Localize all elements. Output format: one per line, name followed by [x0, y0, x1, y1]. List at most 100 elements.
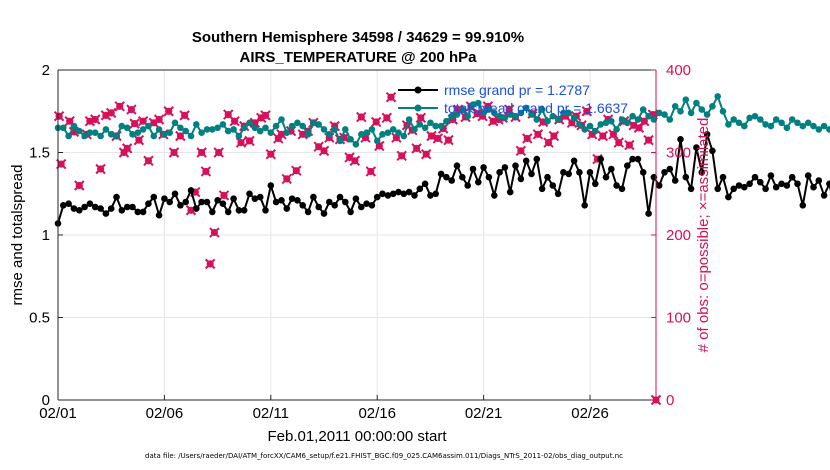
rmse-point: [533, 155, 541, 163]
obs-count-point: [415, 112, 427, 124]
totalspread-point: [618, 116, 626, 123]
rmse-point: [554, 190, 562, 198]
rmse-point: [198, 198, 205, 206]
rmse-point: [331, 202, 339, 209]
obs-count-point: [532, 129, 544, 140]
rmse-point: [182, 198, 189, 206]
rmse-point: [373, 193, 381, 201]
rmse-point: [826, 180, 830, 188]
rmse-point: [682, 173, 690, 181]
totalspread-point: [554, 116, 562, 123]
obs-count-point: [356, 111, 367, 123]
totalspread-point: [820, 122, 828, 130]
rmse-point: [698, 169, 706, 176]
totalspread-point: [629, 112, 636, 120]
totalspread-point: [331, 126, 339, 133]
rmse-point: [155, 211, 163, 219]
obs-count-point: [53, 110, 65, 122]
rmse-point: [661, 169, 668, 176]
rmse-point: [262, 207, 269, 214]
totalspread-point: [368, 126, 376, 133]
totalspread-point: [528, 111, 535, 118]
y-tick-label-left: 2: [42, 62, 50, 79]
obs-count-point: [74, 180, 85, 191]
totalspread-point: [443, 117, 450, 125]
obs-count-point: [396, 150, 407, 162]
y-tick-label-left: 0: [42, 392, 50, 409]
totalspread-point: [687, 109, 695, 117]
x-tick-label: 02/01: [39, 405, 77, 422]
totalspread-point: [230, 126, 237, 133]
rmse-point: [209, 208, 216, 216]
rmse-point: [666, 165, 674, 173]
totalspread-point: [235, 132, 243, 140]
rmse-point: [177, 202, 184, 209]
totalspread-point: [134, 129, 142, 136]
obs-count-point: [639, 115, 650, 127]
rmse-point: [528, 170, 535, 178]
rmse-point: [475, 178, 482, 186]
obs-count-point: [229, 115, 240, 127]
totalspread-point: [256, 127, 264, 135]
rmse-point: [107, 205, 115, 212]
obs-count-point: [420, 148, 432, 160]
obs-count-point: [209, 227, 220, 238]
footer-data-file: data file: /Users/raeder/DAI/ATM_forcXX/…: [145, 452, 623, 460]
obs-count-point: [365, 166, 377, 177]
totalspread-point: [538, 106, 546, 113]
rmse-point: [693, 144, 700, 151]
y-tick-label-right: 0: [666, 392, 674, 409]
rmse-point: [432, 190, 440, 198]
totalspread-point: [384, 129, 392, 136]
rmse-point: [496, 169, 503, 176]
totalspread-point: [613, 126, 620, 133]
totalspread-point: [166, 129, 173, 136]
rmse-point: [544, 173, 551, 181]
rmse-point: [288, 195, 296, 202]
rmse-point: [129, 203, 136, 211]
rmse-point: [655, 182, 663, 189]
rmse-point: [751, 173, 759, 181]
rmse-point: [485, 173, 493, 181]
totalspread-point: [81, 132, 88, 140]
obs-count-point: [643, 134, 654, 146]
rmse-point: [363, 200, 370, 207]
rmse-point: [565, 170, 572, 178]
rmse-point: [230, 195, 237, 202]
obs-count-point: [218, 190, 230, 201]
series-totalspread: [54, 93, 830, 148]
totalspread-point: [129, 131, 136, 138]
rmse-point: [60, 202, 67, 209]
rmse-point: [123, 203, 131, 211]
totalspread-point: [544, 117, 551, 125]
rmse-point: [65, 200, 72, 207]
legend-spread-marker: [414, 104, 422, 112]
rmse-point: [224, 208, 232, 216]
totalspread-point: [506, 111, 514, 118]
totalspread-point: [661, 111, 668, 118]
rmse-point: [453, 162, 461, 169]
rmse-point: [315, 203, 323, 211]
rmse-point: [815, 177, 823, 184]
totalspread-point: [522, 104, 530, 112]
rmse-point: [778, 180, 785, 188]
rmse-point: [283, 205, 291, 212]
totalspread-point: [714, 93, 721, 100]
rmse-point: [480, 164, 487, 171]
rmse-point: [272, 198, 280, 206]
rmse-point: [491, 192, 498, 199]
rmse-point: [187, 187, 195, 194]
totalspread-point: [517, 109, 525, 117]
totalspread-point: [304, 131, 312, 138]
totalspread-point: [639, 106, 647, 113]
totalspread-point: [772, 116, 780, 123]
rmse-point: [448, 177, 456, 184]
rmse-point: [240, 207, 248, 214]
rmse-point: [171, 190, 179, 198]
chart-title-line1: Southern Hemisphere 34598 / 34629 = 99.9…: [192, 29, 524, 46]
rmse-point: [512, 162, 519, 169]
rmse-point: [214, 197, 221, 204]
totalspread-point: [107, 131, 115, 138]
totalspread-point: [767, 122, 775, 130]
y-tick-label-right: 300: [666, 145, 691, 162]
